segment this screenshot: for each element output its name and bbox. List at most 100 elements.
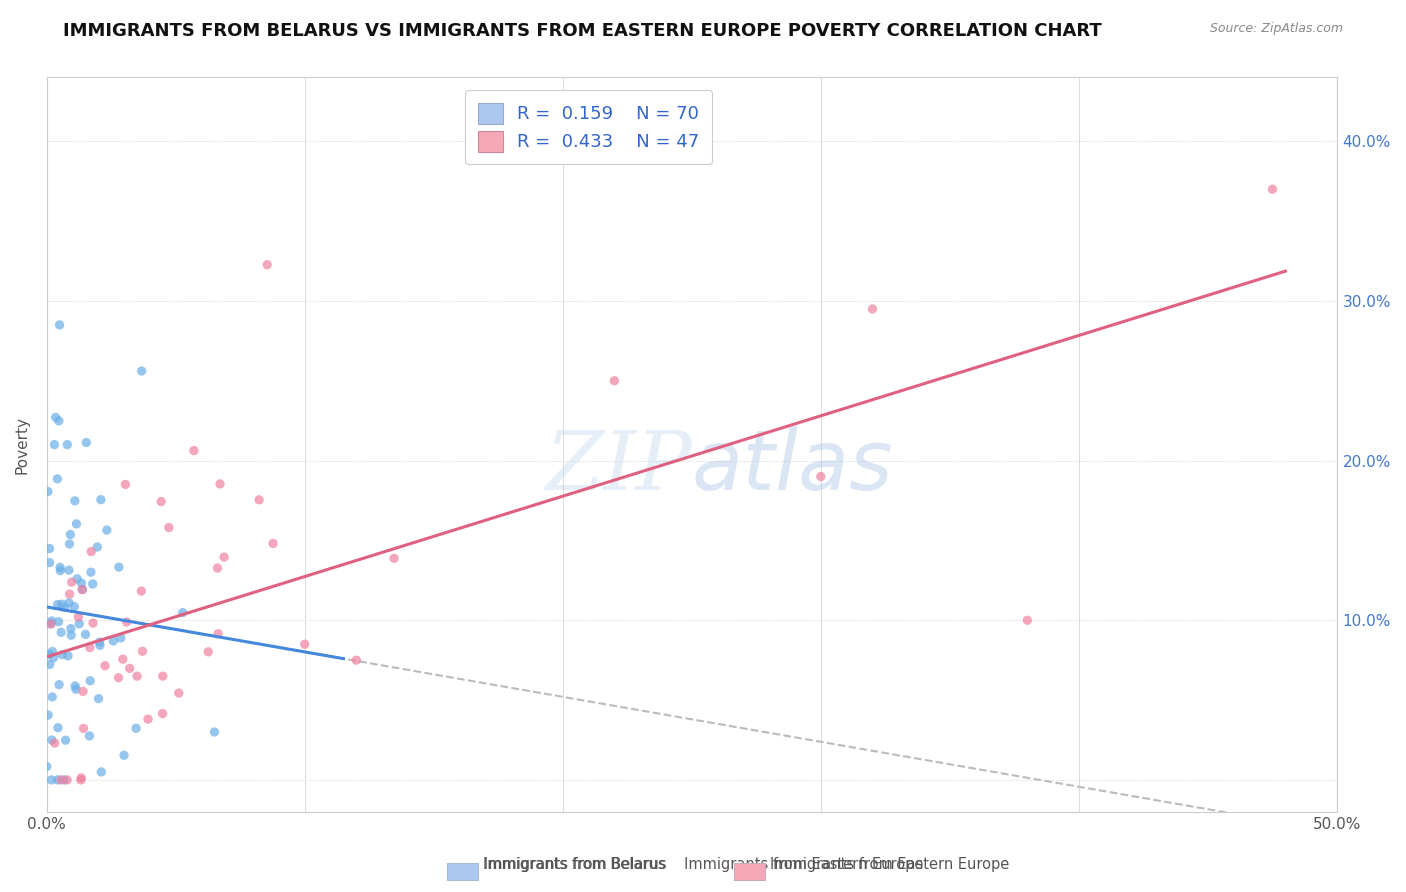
Point: [56, 437, 79, 451]
Text: Immigrants from Belarus: Immigrants from Belarus: [484, 857, 666, 872]
Point: [150, 494, 173, 508]
Point: [38, 657, 60, 672]
Point: [63, 679, 86, 693]
Point: [41, 644, 63, 658]
Point: [167, 686, 190, 700]
Point: [38, 541, 60, 556]
Point: [60, 575, 83, 590]
Point: [157, 520, 180, 534]
Point: [172, 606, 194, 620]
Point: [86, 540, 108, 554]
Point: [56, 648, 79, 663]
Point: [80, 565, 103, 579]
Point: [39, 617, 62, 632]
Point: [56, 772, 79, 787]
Text: Source: ZipAtlas.com: Source: ZipAtlas.com: [1209, 22, 1343, 36]
Point: [94, 658, 117, 673]
Point: [58, 587, 80, 601]
Point: [41, 690, 63, 704]
Point: [70, 771, 93, 785]
Point: [58, 563, 80, 577]
Point: [49, 772, 72, 787]
Point: [48, 678, 70, 692]
Point: [46, 772, 69, 787]
Point: [207, 561, 229, 575]
Point: [136, 712, 159, 726]
Point: [382, 551, 405, 566]
Point: [110, 631, 132, 645]
Point: [131, 644, 153, 658]
Point: [37, 484, 59, 499]
Point: [35, 759, 58, 773]
Point: [80, 544, 103, 558]
Point: [53, 772, 76, 787]
Point: [344, 653, 367, 667]
Point: [65, 682, 87, 697]
Point: [41, 772, 63, 787]
Point: [38, 648, 60, 662]
Point: [810, 469, 832, 483]
Point: [72, 582, 94, 597]
Point: [114, 477, 136, 491]
Point: [262, 536, 284, 550]
Point: [79, 673, 101, 688]
Point: [48, 318, 70, 332]
Point: [202, 725, 225, 739]
Point: [79, 640, 101, 655]
Text: IMMIGRANTS FROM BELARUS VS IMMIGRANTS FROM EASTERN EUROPE POVERTY CORRELATION CH: IMMIGRANTS FROM BELARUS VS IMMIGRANTS FR…: [63, 22, 1102, 40]
Point: [41, 733, 63, 747]
Point: [112, 748, 135, 763]
Point: [207, 626, 229, 640]
Point: [115, 615, 138, 629]
Point: [59, 527, 82, 541]
Point: [111, 652, 134, 666]
Point: [75, 627, 97, 641]
Point: [41, 614, 63, 628]
Point: [75, 435, 97, 450]
Text: Immigrants from Eastern Europe: Immigrants from Eastern Europe: [770, 857, 1010, 872]
Point: [90, 764, 112, 779]
Legend: R =  0.159    N = 70, R =  0.433    N = 47: R = 0.159 N = 70, R = 0.433 N = 47: [465, 90, 713, 164]
Point: [197, 645, 219, 659]
Point: [212, 550, 235, 565]
Point: [107, 671, 129, 685]
Point: [125, 669, 148, 683]
Point: [96, 523, 118, 537]
Point: [70, 582, 93, 597]
Point: [59, 622, 82, 636]
Text: Immigrants from Belarus    Immigrants from Eastern Europe: Immigrants from Belarus Immigrants from …: [482, 857, 924, 872]
Point: [862, 301, 884, 316]
Point: [44, 437, 66, 451]
Point: [183, 443, 205, 458]
Y-axis label: Poverty: Poverty: [15, 416, 30, 474]
Point: [118, 661, 141, 675]
Point: [208, 477, 231, 491]
Point: [125, 721, 148, 735]
Point: [60, 628, 83, 642]
Point: [72, 722, 94, 736]
Point: [51, 648, 73, 662]
Point: [46, 472, 69, 486]
Point: [48, 615, 70, 629]
Point: [1017, 613, 1039, 627]
Point: [82, 577, 104, 591]
Point: [1261, 182, 1284, 196]
Point: [152, 706, 174, 721]
Point: [46, 598, 69, 612]
Text: ZIP: ZIP: [546, 426, 692, 507]
Point: [63, 493, 86, 508]
Point: [65, 516, 87, 531]
Point: [131, 584, 153, 599]
Point: [87, 691, 110, 706]
Point: [46, 721, 69, 735]
Point: [103, 634, 125, 648]
Point: [49, 564, 72, 578]
Point: [55, 733, 77, 747]
Point: [82, 616, 104, 631]
Point: [152, 669, 174, 683]
Point: [69, 772, 91, 787]
Point: [39, 616, 62, 631]
Point: [247, 492, 270, 507]
Point: [89, 635, 111, 649]
Point: [79, 729, 101, 743]
